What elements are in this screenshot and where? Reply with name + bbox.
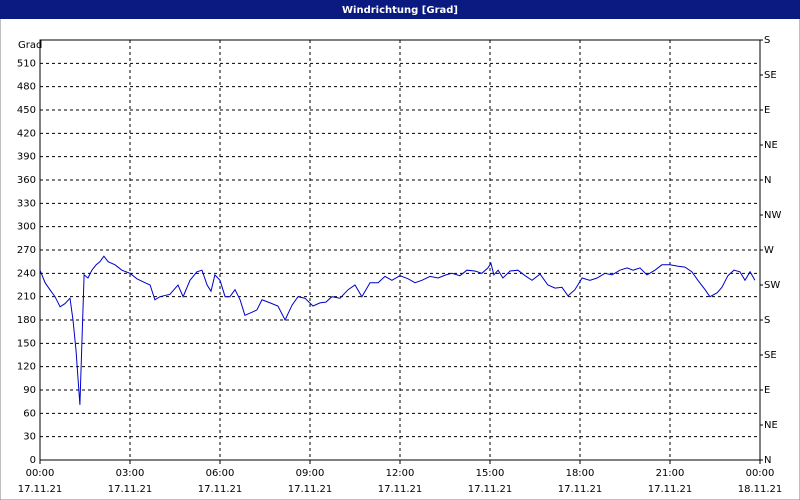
y2-tick-label: NW	[764, 210, 781, 221]
x-tick-date: 18.11.21	[738, 484, 783, 495]
y2-tick-label: N	[764, 175, 771, 186]
x-tick-label: 03:00	[116, 468, 145, 479]
window-title: Windrichtung [Grad]	[342, 5, 458, 16]
y-tick-label: 480	[17, 82, 36, 93]
y-tick-label: 240	[17, 268, 36, 279]
x-tick-label: 09:00	[296, 468, 325, 479]
x-tick-date: 17.11.21	[648, 484, 693, 495]
x-tick-date: 17.11.21	[108, 484, 153, 495]
y-tick-label: 360	[17, 175, 36, 186]
y-tick-label: 300	[17, 222, 36, 233]
x-tick-label: 06:00	[206, 468, 235, 479]
x-tick-label: 00:00	[26, 468, 55, 479]
y2-tick-label: E	[764, 385, 770, 396]
y-tick-label: 390	[17, 152, 36, 163]
x-tick-date: 17.11.21	[558, 484, 603, 495]
x-tick-label: 18:00	[566, 468, 595, 479]
y-tick-label: 270	[17, 245, 36, 256]
y2-tick-label: N	[764, 455, 771, 466]
x-tick-label: 00:00	[746, 468, 775, 479]
y-tick-label: 210	[17, 292, 36, 303]
y-tick-label: 120	[17, 362, 36, 373]
y2-tick-label: SE	[764, 70, 777, 81]
x-tick-date: 17.11.21	[468, 484, 513, 495]
y-tick-label: 510	[17, 58, 36, 69]
y-tick-label: 420	[17, 128, 36, 139]
data-line	[39, 255, 756, 405]
y2-tick-label: SW	[764, 280, 780, 291]
y-tick-label: 150	[17, 338, 36, 349]
x-tick-label: 15:00	[476, 468, 505, 479]
x-tick-date: 17.11.21	[198, 484, 243, 495]
y2-tick-label: NE	[764, 140, 778, 151]
title-bar	[0, 0, 800, 19]
y-tick-label: 450	[17, 105, 36, 116]
x-tick-date: 17.11.21	[288, 484, 333, 495]
y-tick-label: 30	[23, 432, 36, 443]
y-tick-label: 180	[17, 315, 36, 326]
y2-tick-label: S	[764, 315, 770, 326]
y2-tick-label: W	[764, 245, 774, 256]
x-tick-label: 12:00	[386, 468, 415, 479]
y-tick-label: 90	[23, 385, 36, 396]
y-tick-label: 60	[23, 408, 36, 419]
x-tick-date: 17.11.21	[378, 484, 423, 495]
y-tick-label: 0	[30, 455, 36, 466]
y2-tick-label: SE	[764, 350, 777, 361]
y-axis-label: Grad	[18, 40, 42, 51]
y2-tick-label: NE	[764, 420, 778, 431]
x-tick-date: 17.11.21	[18, 484, 63, 495]
y2-tick-label: E	[764, 105, 770, 116]
y2-tick-label: S	[764, 35, 770, 46]
x-tick-label: 21:00	[656, 468, 685, 479]
y-tick-label: 330	[17, 198, 36, 209]
